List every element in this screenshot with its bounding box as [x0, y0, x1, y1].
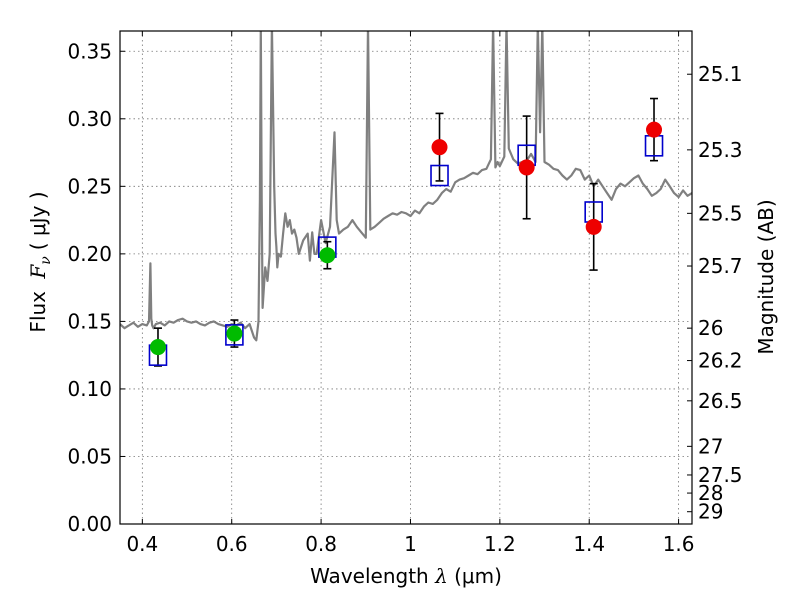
x-tick-label: 1.4	[573, 532, 605, 556]
mag-tick-label: 26.5	[698, 389, 743, 413]
y-tick-label: 0.05	[67, 444, 112, 468]
y-tick-label: 0.25	[67, 174, 112, 198]
mag-tick-label: 29	[698, 500, 723, 524]
observed-flux-marker	[518, 159, 535, 176]
x-axis-label-unit: (μm)	[454, 564, 502, 588]
x-axis-label: Wavelength λ (μm)	[310, 564, 502, 588]
x-axis-label-prefix: Wavelength	[310, 564, 429, 588]
x-tick-label: 1	[404, 532, 417, 556]
y2-axis-label: Magnitude (AB)	[754, 199, 778, 354]
y-tick-label: 0.10	[67, 377, 112, 401]
plot-background	[120, 31, 692, 524]
model-flux-marker	[430, 164, 449, 187]
mag-tick-label: 25.5	[698, 201, 743, 225]
mag-tick-label: 26	[698, 316, 723, 340]
y-tick-label: 0.30	[67, 107, 112, 131]
observed-flux-marker	[585, 218, 602, 235]
mag-tick-label: 26.2	[698, 349, 743, 373]
model-flux-marker	[225, 324, 244, 346]
y-axis-label-prefix: Flux	[26, 291, 50, 333]
observed-flux-marker	[149, 339, 166, 356]
mag-tick-label: 27	[698, 434, 723, 458]
x-tick-label: 0.8	[305, 532, 337, 556]
x-tick-label: 1.2	[484, 532, 516, 556]
y-axis-label-subscript: ν	[38, 256, 54, 265]
x-tick-label: 0.6	[216, 532, 248, 556]
y-axis-label-unit: ( μJy )	[26, 191, 50, 250]
mag-tick-label: 28	[698, 481, 723, 505]
observed-flux-marker	[319, 247, 336, 264]
x-tick-label: 0.4	[126, 532, 158, 556]
y-tick-label: 0.20	[67, 242, 112, 266]
observed-flux-marker	[646, 121, 663, 138]
model-sed-line	[120, 31, 692, 342]
x-axis-label-symbol: λ	[434, 564, 448, 588]
mag-tick-label: 25.7	[698, 254, 743, 278]
y-tick-label: 0.35	[67, 39, 112, 63]
y-tick-label: 0.00	[67, 512, 112, 536]
plot-frame	[119, 30, 693, 525]
x-tick-label: 1.6	[663, 532, 695, 556]
observed-flux-marker	[431, 139, 448, 156]
y-tick-label: 0.15	[67, 309, 112, 333]
observed-flux-marker	[226, 325, 243, 342]
y-axis-label-symbol: F	[26, 264, 50, 280]
model-sed-layer	[120, 31, 692, 342]
tick-layer: 0.4 0.6 0.8 1 1.2 1.4 1.6 0.00 0.05 0.10 0.15 0.20 0…	[67, 31, 743, 556]
mag-tick-label: 25.3	[698, 138, 743, 162]
mag-tick-label: 25.1	[698, 62, 743, 86]
marker-layer	[148, 121, 664, 366]
y-axis-label: Flux Fν ( μJy )	[26, 191, 54, 332]
mag-tick-label: 27.5	[698, 463, 743, 487]
